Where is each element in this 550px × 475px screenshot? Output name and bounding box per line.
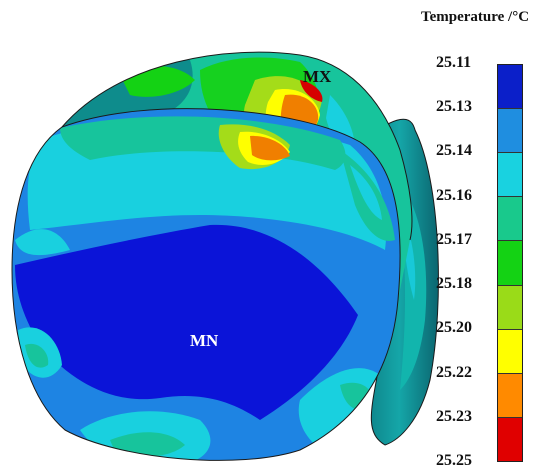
legend-tick-label: 25.25 [436, 452, 472, 469]
legend-swatch-2 [498, 109, 522, 154]
legend-swatch-8 [498, 373, 522, 418]
legend-tick-label: 25.22 [436, 363, 472, 381]
face-outline [11, 108, 401, 461]
legend-swatch-6 [498, 285, 522, 330]
legend-tick-label: 25.11 [436, 54, 472, 71]
legend-tick-label: 25.23 [436, 407, 472, 425]
legend-swatch-4 [498, 197, 522, 242]
legend-swatch-7 [498, 329, 522, 374]
legend-tick-label: 25.13 [436, 98, 472, 116]
min-temperature-label: MN [190, 331, 219, 350]
legend-swatch-3 [498, 153, 522, 198]
top-outline [61, 51, 413, 241]
legend-swatch-5 [498, 241, 522, 286]
color-legend-bar [497, 64, 523, 462]
legend-tick-label: 25.16 [436, 186, 472, 204]
legend-tick-label: 25.14 [436, 142, 472, 160]
legend-tick-label: 25.18 [436, 275, 472, 293]
legend-swatch-1 [498, 65, 522, 110]
max-temperature-label: MX [303, 67, 332, 86]
legend-tick-label: 25.17 [436, 230, 472, 248]
legend-tick-label: 25.20 [436, 319, 472, 337]
legend-title: Temperature /°C [420, 9, 530, 25]
legend-swatch-9 [498, 417, 522, 461]
